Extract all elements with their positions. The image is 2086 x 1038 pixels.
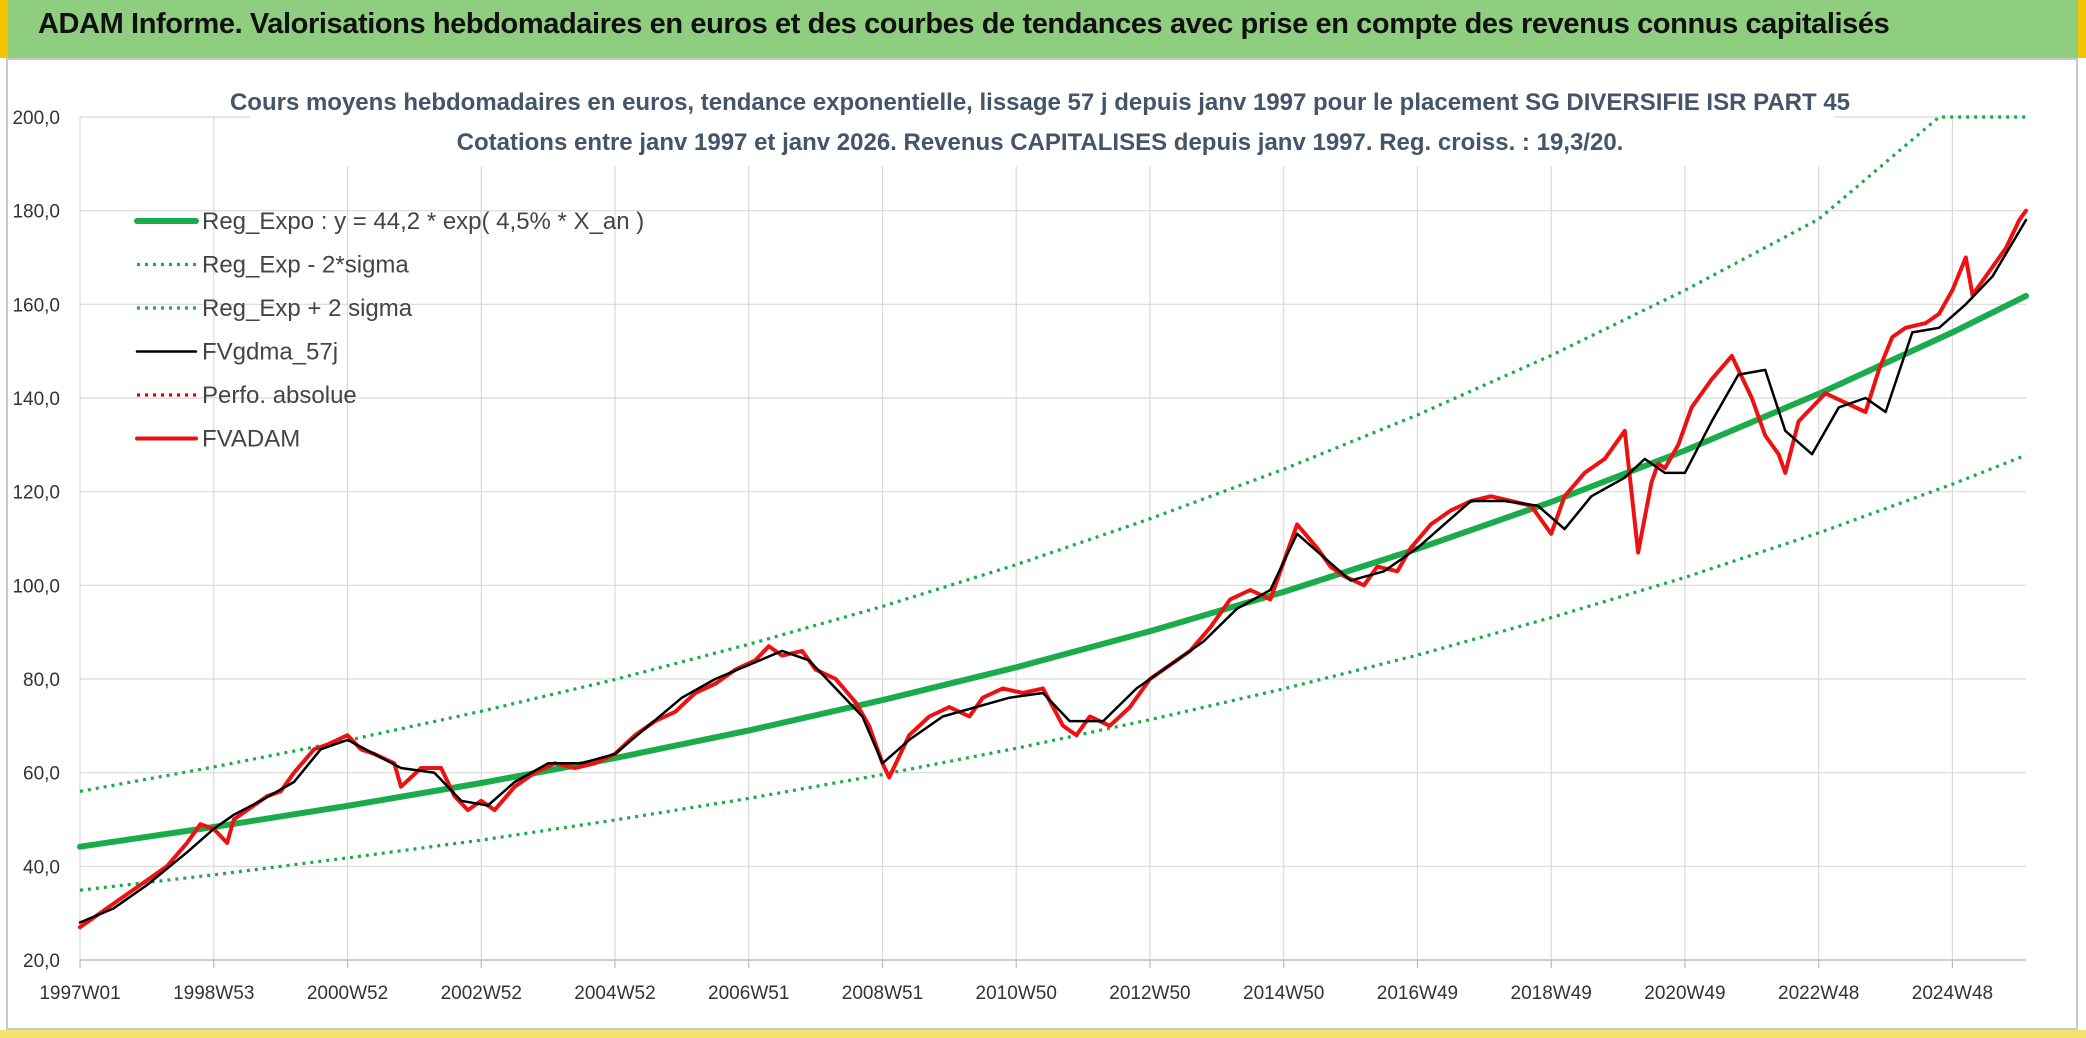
y-tick-label: 180,0 — [12, 202, 60, 223]
legend-item: FVgdma_57j — [202, 339, 338, 366]
gridlines — [79, 116, 2026, 968]
x-tick-label: 1998W53 — [173, 983, 254, 1004]
legend: Reg_Expo : y = 44,2 * exp( 4,5% * X_an )… — [134, 208, 644, 453]
legend-item: Reg_Exp + 2 sigma — [202, 295, 413, 322]
y-tick-label: 200,0 — [12, 108, 60, 129]
y-axis-ticks: 20,0 40,0 60,0 80,0 100,0 120,0 140,0 160,0 180,… — [12, 108, 60, 972]
y-tick-label: 20,0 — [23, 951, 60, 972]
series-line-2 — [79, 115, 2026, 793]
x-tick-label: 2016W49 — [1377, 983, 1458, 1004]
x-tick-label: 2004W52 — [574, 983, 655, 1004]
series-line-1 — [79, 453, 2027, 892]
x-tick-label: 2006W51 — [708, 983, 789, 1004]
y-tick-label: 120,0 — [12, 483, 60, 504]
y-tick-label: 60,0 — [23, 764, 60, 785]
x-tick-label: 2022W48 — [1778, 983, 1859, 1004]
series-line-0 — [77, 292, 2029, 850]
y-tick-label: 100,0 — [12, 576, 60, 597]
x-tick-label: 2012W50 — [1109, 983, 1190, 1004]
x-tick-label: 2018W49 — [1511, 983, 1592, 1004]
x-tick-label: 2002W52 — [441, 983, 522, 1004]
bottom-bar — [0, 1030, 2086, 1038]
x-tick-label: 2020W49 — [1644, 983, 1725, 1004]
header-bar: ADAM Informe. Valorisations hebdomadaire… — [0, 0, 2086, 58]
x-tick-label: 2010W50 — [976, 983, 1057, 1004]
x-tick-label: 2014W50 — [1243, 983, 1324, 1004]
title-background — [250, 84, 1834, 166]
series-lines — [77, 115, 2029, 930]
series-line-3 — [78, 218, 2028, 924]
y-tick-label: 40,0 — [23, 857, 60, 878]
legend-item: FVADAM — [202, 426, 300, 453]
x-tick-label: 2000W52 — [307, 983, 388, 1004]
y-tick-label: 160,0 — [12, 295, 60, 316]
x-axis-ticks: 1997W01 1998W53 2000W52 2002W52 2004W52 2006W… — [39, 983, 1993, 1004]
x-tick-label: 2008W51 — [842, 983, 923, 1004]
page-title: ADAM Informe. Valorisations hebdomadaire… — [38, 8, 1890, 40]
legend-item: Reg_Exp - 2*sigma — [202, 252, 409, 279]
y-tick-label: 80,0 — [23, 670, 60, 691]
chart-subtitle: Cotations entre janv 1997 et janv 2026. … — [457, 129, 1624, 156]
y-tick-label: 140,0 — [12, 389, 60, 410]
x-tick-label: 1997W01 — [39, 983, 120, 1004]
legend-item: Perfo. absolue — [202, 382, 357, 409]
x-tick-label: 2024W48 — [1912, 983, 1993, 1004]
chart-frame — [6, 58, 2078, 1030]
legend-item: Reg_Expo : y = 44,2 * exp( 4,5% * X_an ) — [202, 208, 644, 235]
chart-title: Cours moyens hebdomadaires en euros, ten… — [230, 89, 1850, 116]
